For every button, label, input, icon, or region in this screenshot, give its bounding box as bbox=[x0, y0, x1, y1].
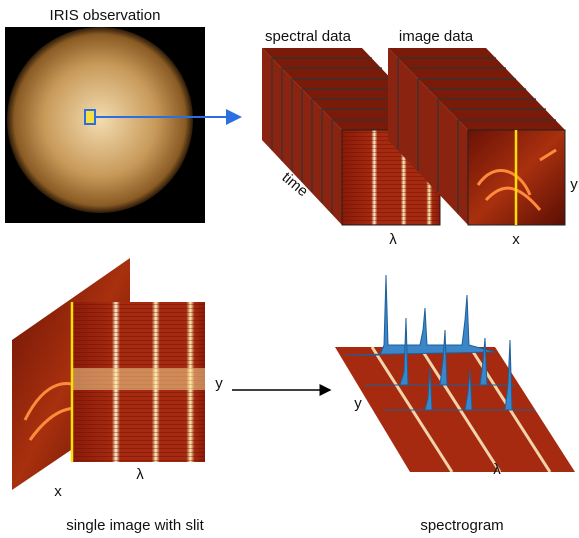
figure: IRIS observation spectral data time λ im… bbox=[0, 0, 579, 538]
observation-title: IRIS observation bbox=[50, 7, 161, 24]
bright-band bbox=[72, 368, 205, 390]
lambda-label: λ bbox=[136, 466, 144, 483]
lambda-label: λ bbox=[389, 231, 397, 248]
caption: spectrogram bbox=[420, 517, 503, 534]
slit-box bbox=[85, 110, 95, 124]
lambda-label: λ bbox=[493, 461, 501, 478]
caption: single image with slit bbox=[66, 517, 204, 534]
x-label: x bbox=[512, 231, 520, 248]
sun-disk bbox=[7, 27, 193, 213]
y-label: y bbox=[215, 375, 223, 392]
x-label: x bbox=[54, 483, 62, 500]
spectral-title: spectral data bbox=[265, 28, 352, 45]
y-label: y bbox=[354, 395, 362, 412]
y-label: y bbox=[570, 176, 578, 193]
image-title: image data bbox=[399, 28, 474, 45]
